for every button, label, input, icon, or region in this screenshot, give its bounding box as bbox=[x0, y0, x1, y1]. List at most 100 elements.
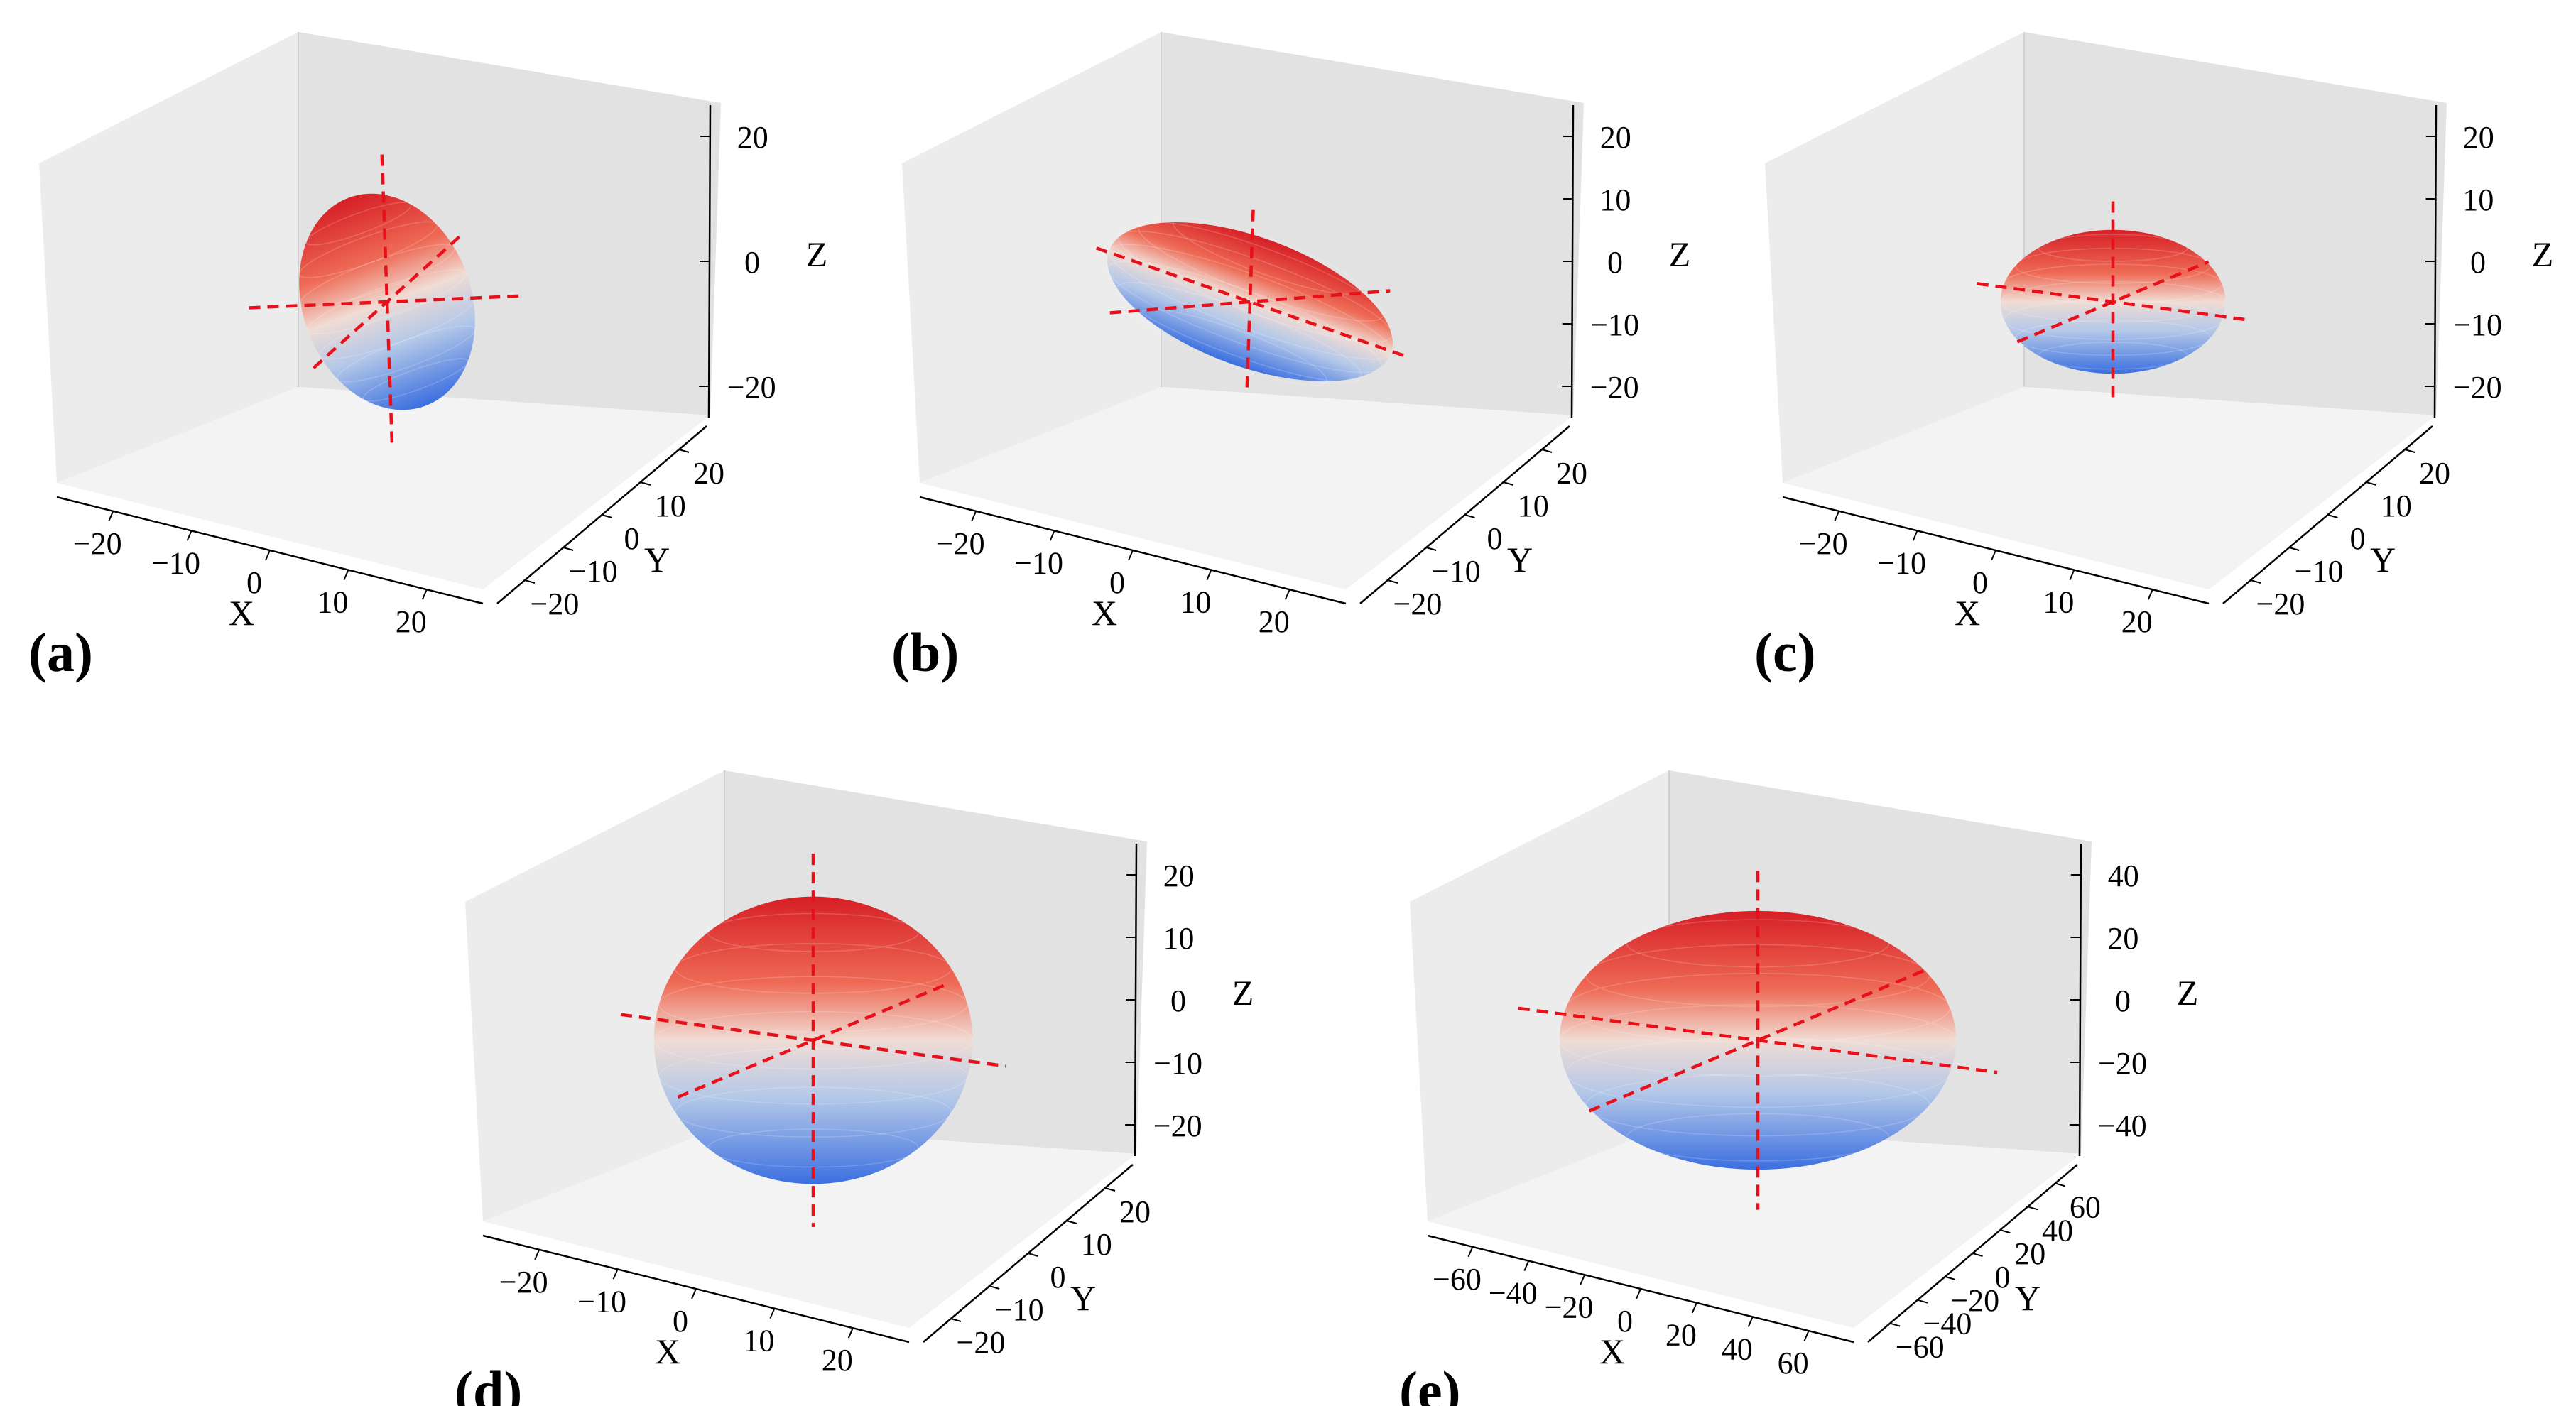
y-tick bbox=[1503, 481, 1514, 486]
z-tick-label: 0 bbox=[2115, 983, 2131, 1018]
x-tick bbox=[1691, 1302, 1697, 1314]
z-tick-label: 20 bbox=[1163, 859, 1195, 893]
panel-label: (a) bbox=[28, 621, 93, 683]
z-tick-label: 20 bbox=[2107, 921, 2138, 956]
y-axis-label: Y bbox=[2015, 1278, 2040, 1318]
mesh-line bbox=[298, 221, 438, 278]
y-tick bbox=[1104, 1187, 1116, 1192]
x-tick bbox=[1049, 530, 1055, 541]
z-tick-label: −10 bbox=[1153, 1046, 1202, 1081]
x-tick bbox=[612, 1269, 619, 1280]
x-tick bbox=[1636, 1288, 1641, 1299]
z-tick-label: −20 bbox=[2453, 370, 2502, 405]
y-tick bbox=[1945, 1275, 1956, 1280]
y-tick bbox=[1464, 514, 1475, 518]
x-tick-label: 10 bbox=[743, 1324, 774, 1358]
mesh-line bbox=[337, 325, 476, 383]
x-tick-label: 40 bbox=[1722, 1331, 1753, 1366]
x-axis-label: X bbox=[655, 1331, 680, 1371]
principal-axis-3 bbox=[1245, 209, 1255, 394]
mesh-line bbox=[319, 296, 474, 360]
x-tick-label: 0 bbox=[1617, 1304, 1633, 1339]
x-tick-label: −60 bbox=[1433, 1262, 1482, 1297]
principal-axis-2 bbox=[677, 981, 950, 1099]
x-tick-label: −20 bbox=[499, 1265, 548, 1299]
y-tick bbox=[524, 579, 536, 584]
y-tick-label: 10 bbox=[655, 489, 686, 523]
y-tick-label: 20 bbox=[2014, 1236, 2045, 1271]
x-tick bbox=[265, 550, 271, 561]
x-tick bbox=[108, 511, 114, 522]
z-tick-label: 40 bbox=[2108, 859, 2139, 893]
y-tick-label: 10 bbox=[1518, 489, 1549, 523]
z-axis-label: Z bbox=[2532, 234, 2554, 274]
x-tick-label: 10 bbox=[2043, 585, 2074, 620]
y-tick-label: −20 bbox=[1950, 1283, 1999, 1318]
mesh-line bbox=[307, 268, 467, 335]
z-tick-label: 0 bbox=[744, 245, 760, 280]
x-tick-label: 0 bbox=[246, 565, 262, 600]
x-tick bbox=[1284, 589, 1290, 600]
x-tick-label: −10 bbox=[1877, 545, 1926, 580]
x-tick bbox=[534, 1249, 540, 1260]
panel-label: (c) bbox=[1754, 621, 1816, 683]
x-tick-label: 60 bbox=[1778, 1346, 1809, 1380]
y-tick-label: 0 bbox=[624, 521, 640, 556]
mesh-line bbox=[658, 976, 969, 1033]
y-tick bbox=[1889, 1322, 1901, 1327]
y-tick-label: −20 bbox=[531, 587, 580, 621]
pane-left bbox=[902, 32, 1161, 483]
y-tick-label: 0 bbox=[1050, 1260, 1066, 1295]
y-tick-label: −10 bbox=[2295, 554, 2344, 589]
y-tick bbox=[989, 1285, 1000, 1290]
mesh-line bbox=[362, 358, 469, 402]
mesh-line bbox=[1138, 221, 1384, 322]
z-tick-label: −10 bbox=[2453, 307, 2502, 342]
mesh-line bbox=[1108, 244, 1392, 360]
x-axis-label: X bbox=[229, 593, 254, 633]
pane-left bbox=[465, 770, 724, 1221]
y-tick-label: 10 bbox=[2381, 489, 2412, 523]
y-tick bbox=[1541, 449, 1553, 453]
y-tick-label: 20 bbox=[2419, 456, 2450, 491]
pane-floor bbox=[1783, 387, 2436, 589]
x-tick-label: 10 bbox=[1180, 585, 1211, 620]
y-tick bbox=[1999, 1229, 2011, 1234]
panel-label: (e) bbox=[1399, 1360, 1461, 1406]
y-tick-label: −10 bbox=[1432, 554, 1481, 589]
y-tick bbox=[678, 449, 690, 453]
z-tick-label: 10 bbox=[1599, 182, 1631, 217]
panel-label: (b) bbox=[891, 621, 959, 683]
z-tick-label: 10 bbox=[1163, 921, 1194, 956]
y-tick-label: 20 bbox=[1119, 1194, 1151, 1229]
x-tick bbox=[1206, 570, 1212, 580]
x-tick bbox=[343, 570, 349, 580]
x-tick-label: 0 bbox=[1109, 565, 1125, 600]
x-tick bbox=[1803, 1330, 1810, 1341]
y-tick-label: 60 bbox=[2070, 1189, 2101, 1224]
y-tick bbox=[1917, 1299, 1928, 1304]
z-axis-label: Z bbox=[2177, 973, 2199, 1013]
y-tick bbox=[2288, 547, 2300, 551]
x-tick-label: −20 bbox=[73, 526, 122, 561]
y-tick-label: 0 bbox=[1995, 1260, 2011, 1295]
pane-floor bbox=[920, 387, 1573, 589]
x-tick bbox=[1580, 1274, 1586, 1285]
x-tick-label: −10 bbox=[577, 1284, 626, 1319]
y-tick-label: −60 bbox=[1896, 1330, 1945, 1365]
x-tick-label: −10 bbox=[1014, 545, 1063, 580]
principal-axis-2 bbox=[1588, 968, 1928, 1113]
y-tick-label: −20 bbox=[957, 1325, 1006, 1360]
y-tick bbox=[640, 481, 651, 486]
x-tick bbox=[186, 530, 192, 541]
z-tick-label: 20 bbox=[1600, 120, 1631, 155]
x-tick-label: −20 bbox=[1545, 1290, 1594, 1324]
y-tick-label: −20 bbox=[2256, 587, 2305, 621]
mesh-line bbox=[305, 202, 412, 246]
z-tick-label: 20 bbox=[2463, 120, 2494, 155]
x-tick bbox=[1467, 1246, 1474, 1258]
x-tick-label: 10 bbox=[317, 585, 348, 620]
z-tick-label: 0 bbox=[2470, 245, 2486, 280]
